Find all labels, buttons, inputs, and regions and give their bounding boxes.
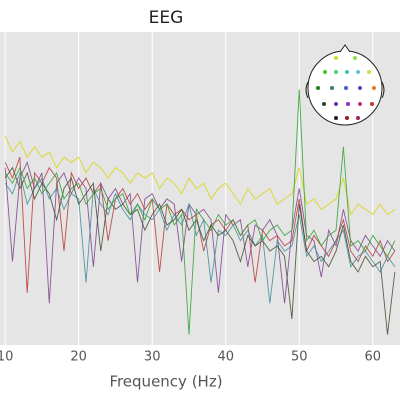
sensor bbox=[316, 86, 320, 90]
spectrum-line bbox=[4, 166, 396, 335]
chart-title: EEG bbox=[149, 8, 184, 28]
sensor bbox=[323, 70, 327, 74]
sensor bbox=[322, 102, 326, 106]
spectrum-line bbox=[4, 89, 396, 335]
x-tick-label: 50 bbox=[291, 350, 308, 365]
x-tick-label: 60 bbox=[365, 350, 382, 365]
nose bbox=[339, 44, 351, 53]
sensor bbox=[353, 56, 357, 60]
sensor-inset bbox=[305, 44, 385, 126]
x-axis-label: Frequency (Hz) bbox=[109, 373, 222, 391]
sensor bbox=[334, 56, 338, 60]
x-tick-label: 10 bbox=[0, 350, 13, 365]
sensor bbox=[344, 86, 348, 90]
x-tick-label: 40 bbox=[217, 350, 234, 365]
sensor bbox=[356, 116, 360, 120]
x-tick-label: 20 bbox=[70, 350, 87, 365]
sensor bbox=[345, 70, 349, 74]
ear-right bbox=[381, 81, 385, 99]
sensor bbox=[358, 102, 362, 106]
sensor bbox=[334, 116, 338, 120]
sensor bbox=[356, 70, 360, 74]
sensor bbox=[330, 86, 334, 90]
sensor bbox=[334, 102, 338, 106]
sensors bbox=[316, 56, 376, 120]
sensor bbox=[346, 102, 350, 106]
sensor bbox=[345, 116, 349, 120]
x-ticks: 10 20 30 40 50 60 bbox=[0, 350, 381, 365]
spectrum-line bbox=[4, 157, 396, 293]
sensor bbox=[372, 86, 376, 90]
sensor bbox=[370, 102, 374, 106]
ear-left bbox=[305, 81, 309, 99]
spectrum-line bbox=[4, 171, 396, 304]
spectrum-line bbox=[4, 136, 396, 216]
sensor bbox=[358, 86, 362, 90]
sensor bbox=[334, 70, 338, 74]
sensor bbox=[367, 70, 371, 74]
x-tick-label: 30 bbox=[144, 350, 161, 365]
lines bbox=[4, 89, 396, 335]
